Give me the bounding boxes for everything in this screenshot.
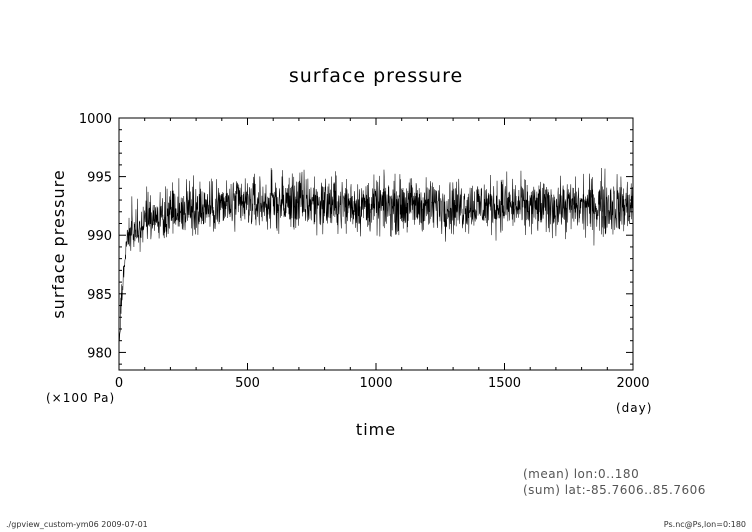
annotation-mean: (mean) lon:0..180 (523, 467, 639, 481)
x-tick-label: 500 (235, 376, 260, 391)
footer-right: Ps.nc@Ps,lon=0:180 (664, 520, 746, 529)
series-line (118, 168, 634, 343)
x-tick-label: 0 (115, 376, 123, 391)
y-tick-label: 985 (87, 288, 112, 303)
axes-layer: 0 500 1000 1500 2000 980 985 990 995 1000 (79, 112, 650, 391)
x-tick-label: 1000 (359, 376, 392, 391)
y-axis-unit: (×100 Pa) (46, 391, 115, 405)
footer-left: ./gpview_custom-ym06 2009-07-01 (6, 520, 148, 529)
chart-title: surface pressure (289, 65, 463, 87)
plot-frame (118, 117, 634, 371)
x-tick-label: 1500 (488, 376, 521, 391)
x-axis-label: time (356, 420, 396, 439)
y-tick-label: 995 (87, 171, 112, 186)
y-tick-label: 980 (87, 346, 112, 361)
annotation-sum: (sum) lat:-85.7606..85.7606 (523, 483, 706, 497)
x-axis-unit: (day) (616, 401, 652, 415)
series-layer (118, 168, 634, 343)
y-tick-label: 1000 (79, 112, 112, 127)
y-axis-label: surface pressure (49, 169, 68, 318)
x-tick-label: 2000 (616, 376, 649, 391)
y-tick-label: 990 (87, 229, 112, 244)
